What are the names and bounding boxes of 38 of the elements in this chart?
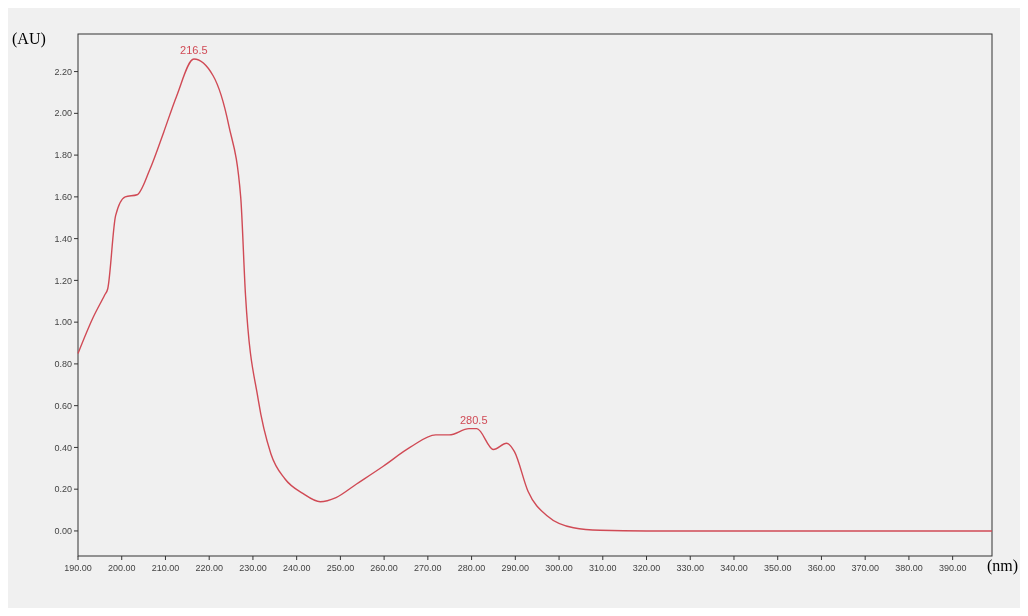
x-tick-label: 300.00: [545, 563, 573, 573]
y-tick-label: 2.00: [54, 108, 72, 119]
y-tick-label: 1.80: [54, 150, 72, 161]
x-tick-label: 380.00: [895, 563, 923, 573]
x-tick-label: 240.00: [282, 563, 311, 573]
y-tick-label: 0.00: [54, 526, 72, 537]
x-tick-label: 370.00: [851, 563, 879, 573]
x-tick-label: 210.00: [151, 563, 180, 573]
x-tick-label: 280.00: [457, 563, 486, 573]
line-series: [77, 58, 993, 532]
x-tick-label: 330.00: [676, 563, 705, 573]
x-tick-label: 250.00: [326, 563, 355, 573]
x-tick-label: 360.00: [807, 563, 836, 573]
y-tick-label: 0.60: [54, 400, 72, 411]
y-tick-label: 2.20: [54, 66, 72, 77]
x-tick-label: 290.00: [501, 563, 530, 573]
y-tick-label: 1.20: [54, 275, 72, 286]
x-axis-title: (nm): [986, 557, 1018, 575]
x-tick-label: 350.00: [763, 563, 792, 573]
x-tick-label: 190.00: [64, 563, 92, 573]
x-tick-label: 230.00: [239, 563, 267, 573]
y-tick-label: 0.20: [54, 484, 72, 495]
x-tick-label: 320.00: [632, 563, 661, 573]
x-tick-label: 200.00: [107, 563, 136, 573]
x-tick-label: 390.00: [938, 563, 967, 573]
annotation: 216.5: [180, 44, 208, 57]
y-tick-label: 1.00: [54, 317, 72, 328]
x-tick-label: 270.00: [414, 563, 442, 573]
y-tick-label: 1.40: [54, 233, 72, 244]
annotation: 280.5: [460, 413, 488, 426]
y-tick-label: 1.60: [54, 192, 72, 203]
y-tick-label: 0.80: [54, 359, 72, 370]
y-axis-title: (AU): [12, 30, 46, 48]
x-tick-label: 340.00: [720, 563, 748, 573]
y-tick-label: 0.40: [54, 442, 72, 453]
x-tick-label: 220.00: [195, 563, 223, 573]
x-tick-label: 260.00: [370, 563, 398, 573]
x-tick-label: 310.00: [589, 563, 617, 573]
